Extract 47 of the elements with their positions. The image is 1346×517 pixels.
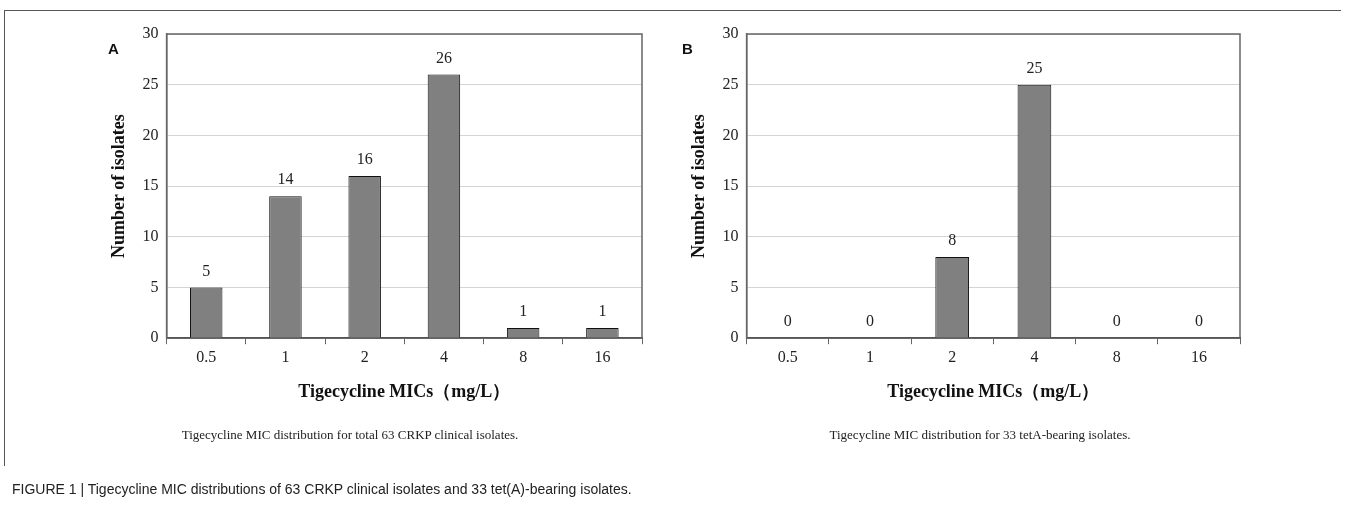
data-label: 0 [1194, 312, 1203, 330]
y-axis-title: Number of isolates [688, 114, 709, 258]
data-label: 8 [948, 231, 957, 249]
data-label: 0 [865, 312, 874, 330]
data-label: 1 [519, 302, 528, 320]
data-label: 25 [1026, 58, 1043, 76]
x-tick-label: 0.5 [196, 348, 217, 365]
y-tick-label: 30 [722, 24, 739, 42]
x-tick-label: 16 [594, 348, 611, 365]
data-label: 14 [277, 170, 294, 188]
data-label: 0 [1112, 312, 1121, 330]
y-axis-title: Number of isolates [108, 114, 129, 258]
y-tick-label: 10 [722, 227, 739, 244]
x-tick-label: 8 [519, 348, 528, 365]
x-axis-title: Tigecycline MICs（mg/L） [887, 380, 1100, 401]
text: Tigecycline MIC distribution for 33 tetA-bearing isolates. [828, 427, 1132, 443]
data-label: 5 [202, 261, 211, 279]
y-tick-label: 20 [142, 125, 159, 143]
x-tick-label: 4 [1030, 348, 1039, 365]
x-tick-label: 1 [281, 348, 290, 365]
y-tick-label: 15 [142, 176, 159, 194]
y-tick-label: 20 [722, 125, 739, 143]
data-label: 0 [783, 312, 792, 330]
y-tick-label: 5 [150, 277, 159, 295]
x-tick-label: 0.5 [777, 348, 798, 365]
x-tick-label: 2 [360, 348, 369, 365]
y-tick-label: 0 [150, 328, 159, 346]
x-tick-label: 4 [439, 348, 448, 365]
text: Tigecycline MIC distribution for total 63 CRKP clinical isolates. [180, 427, 520, 443]
x-axis-title: Tigecycline MICs（mg/L） [298, 380, 511, 401]
x-tick-label: 8 [1112, 348, 1121, 365]
caption: FIGURE 1 | Tigecycline MIC distributions of 63 CRKP clinical isolates and 33 tet(A)-bearing isolates. [12, 481, 632, 497]
y-tick-label: 5 [730, 277, 739, 295]
y-tick-label: 0 [730, 328, 739, 346]
x-tick-label: 2 [948, 348, 957, 365]
x-tick-label: 16 [1190, 348, 1207, 365]
y-tick-label: 10 [142, 227, 159, 244]
x-tick-label: 1 [865, 348, 874, 365]
data-label: 16 [356, 150, 373, 168]
y-tick-label: 25 [722, 74, 739, 92]
data-label: 26 [435, 48, 452, 66]
chart-title: A [108, 39, 119, 57]
chart-title: B [682, 39, 693, 57]
y-tick-label: 30 [142, 24, 159, 42]
y-tick-label: 15 [722, 176, 739, 194]
data-label: 1 [598, 302, 607, 320]
y-tick-label: 25 [142, 74, 159, 92]
